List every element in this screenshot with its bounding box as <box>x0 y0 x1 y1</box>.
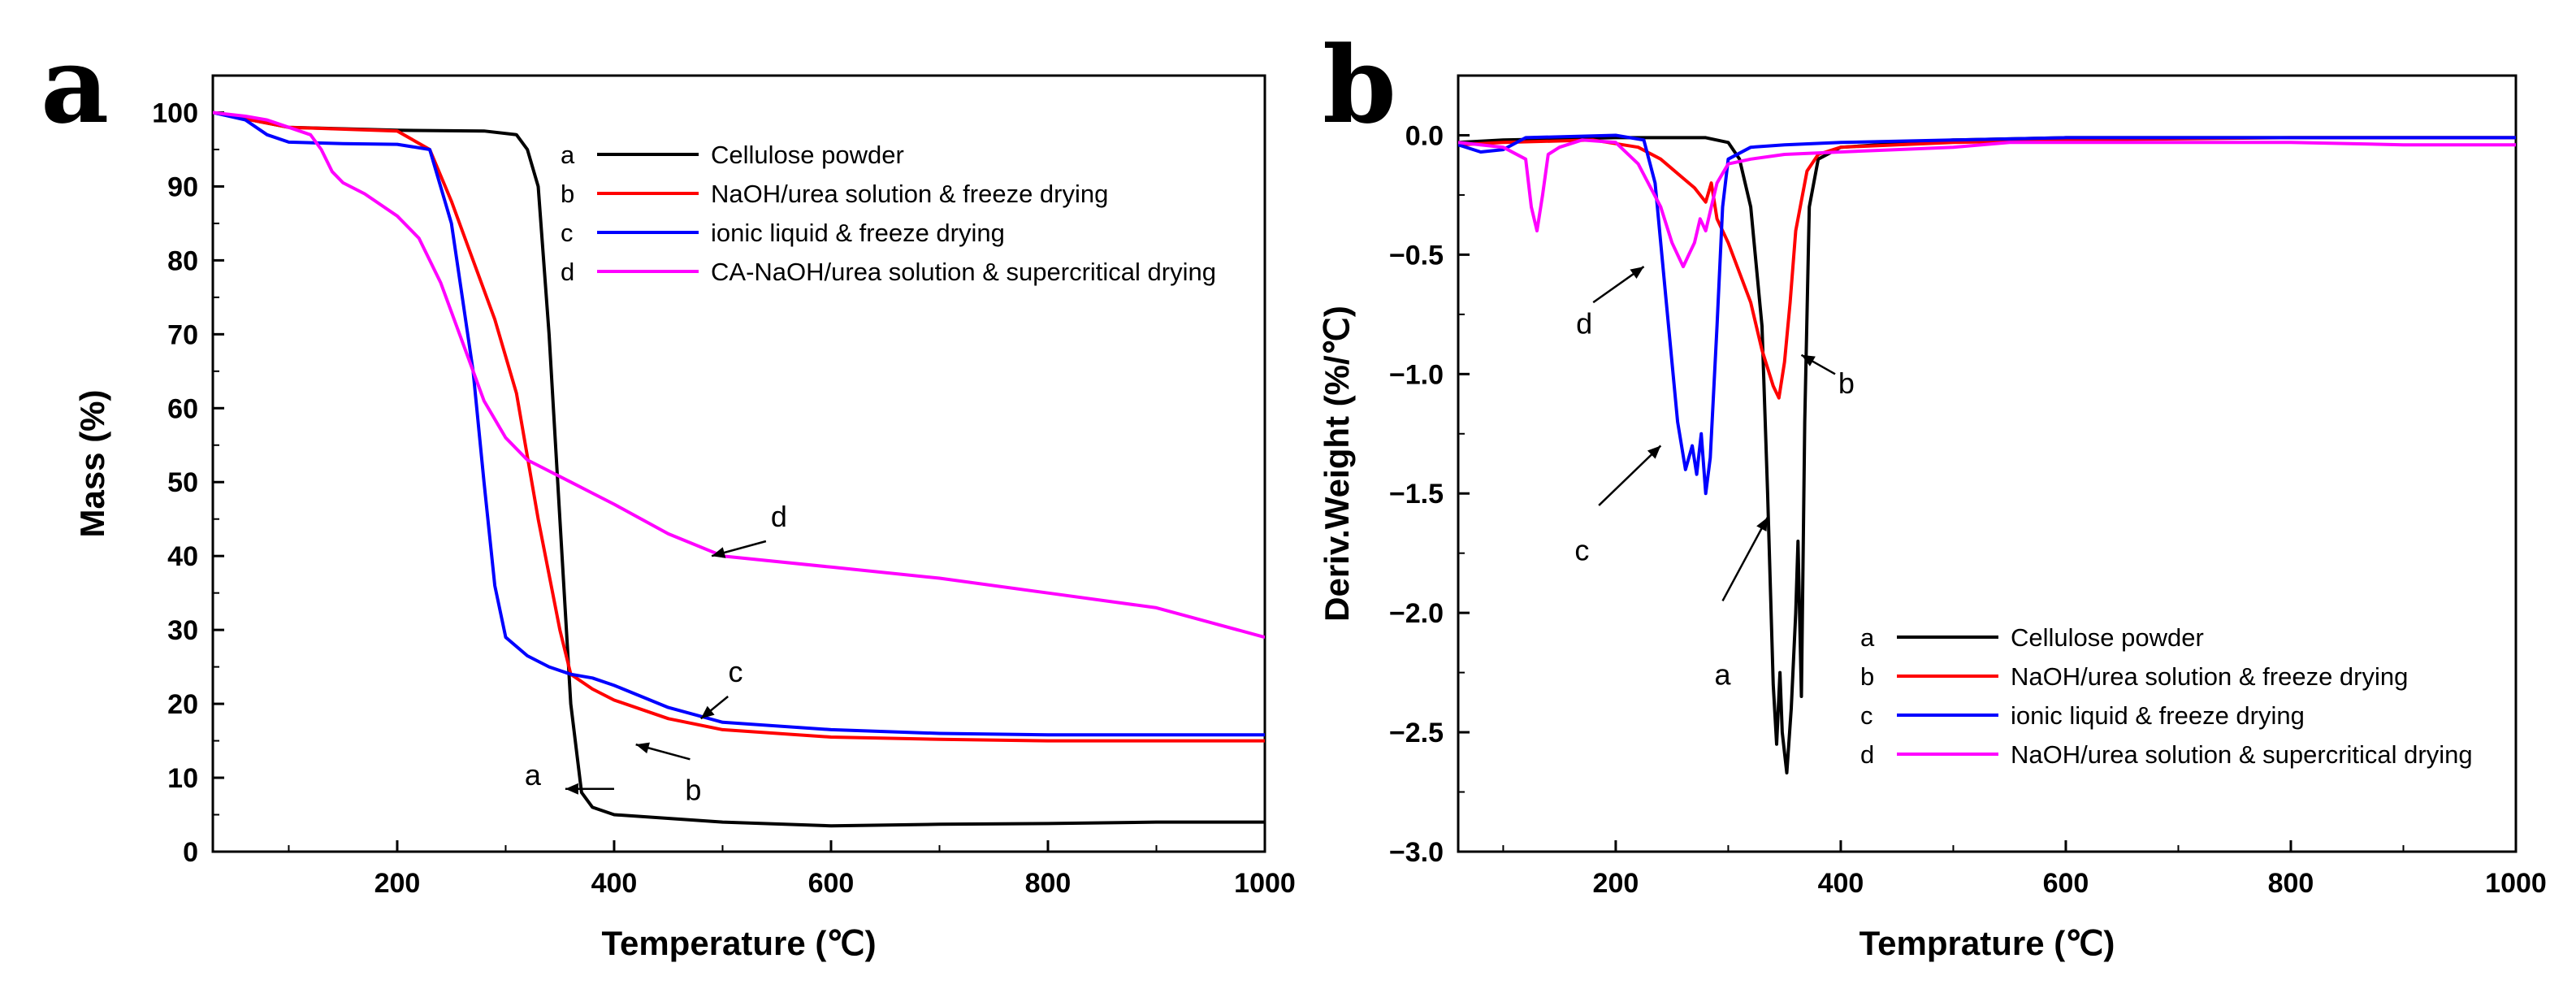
annotation-b-d: d <box>1576 306 1592 340</box>
annotation-arrowhead-b-c <box>1647 445 1661 459</box>
series-line-b-c <box>1458 133 2516 496</box>
x-axis-title-a: Temperature (℃) <box>601 924 876 962</box>
annotation-b-a: a <box>1714 657 1731 691</box>
annotation-arrowhead-b-a <box>1756 517 1768 532</box>
series-line-a-a <box>213 111 1265 828</box>
annotation-a-d: d <box>771 500 787 533</box>
annotation-b-b: b <box>1838 367 1855 400</box>
y-tick-label-a: 0 <box>183 837 198 868</box>
annotation-a-c: c <box>728 655 742 688</box>
legend-label-b-a: Cellulose powder <box>2011 623 2204 652</box>
legend-key-b-d: d <box>1860 740 1874 769</box>
series-line-a-d <box>213 111 1265 640</box>
legend-key-b-b: b <box>1860 662 1874 691</box>
y-tick-label-b: −0.5 <box>1389 240 1444 271</box>
y-tick-label-a: 40 <box>167 541 198 572</box>
y-tick-label-a: 10 <box>167 763 198 794</box>
y-tick-label-b: −3.0 <box>1389 837 1444 868</box>
annotation-arrow-b-a <box>1721 517 1769 602</box>
y-tick-label-b: 0.0 <box>1405 120 1444 151</box>
series-line-b-b <box>1458 136 2516 400</box>
y-tick-label-a: 60 <box>167 393 198 424</box>
y-tick-label-b: −1.0 <box>1389 359 1444 390</box>
x-axis-title-b: Temprature (℃) <box>1859 924 2115 962</box>
y-tick-label-a: 80 <box>167 245 198 276</box>
plot-frame-b <box>1457 74 2518 853</box>
legend-label-a-b: NaOH/urea solution & freeze drying <box>711 180 1108 208</box>
legend-key-b-c: c <box>1860 701 1873 730</box>
legend-label-a-d: CA-NaOH/urea solution & supercritical dr… <box>711 258 1216 286</box>
y-tick-label-a: 50 <box>167 467 198 498</box>
y-tick-label-b: −2.0 <box>1389 598 1444 629</box>
legend-key-a-b: b <box>561 180 574 208</box>
annotation-a-a: a <box>525 758 542 792</box>
plot-frame-a <box>211 74 1266 853</box>
x-tick-label-a: 1000 <box>1234 868 1296 899</box>
x-tick-label-b: 1000 <box>2485 868 2547 899</box>
legend-label-b-b: NaOH/urea solution & freeze drying <box>2011 662 2408 691</box>
legend-label-b-c: ionic liquid & freeze drying <box>2011 701 2305 730</box>
x-tick-label-a: 600 <box>808 868 855 899</box>
y-tick-label-b: −1.5 <box>1389 479 1444 510</box>
x-tick-label-b: 200 <box>1593 868 1639 899</box>
panel-letter-a: a <box>41 23 109 147</box>
y-tick-label-a: 100 <box>152 98 198 128</box>
annotation-arrowhead-b-b <box>1801 354 1816 367</box>
annotation-arrowhead-a-c <box>700 705 715 719</box>
y-tick-label-a: 20 <box>167 689 198 720</box>
y-axis-title-b: Deriv.Weight (%/℃) <box>1318 306 1356 622</box>
annotation-arrowhead-a-a <box>565 783 578 795</box>
legend-key-a-d: d <box>561 258 574 286</box>
x-tick-label-b: 400 <box>1818 868 1864 899</box>
panel-letter-b: b <box>1323 23 1396 147</box>
x-tick-label-b: 600 <box>2043 868 2089 899</box>
y-tick-label-a: 70 <box>167 319 198 350</box>
x-tick-label-a: 400 <box>591 868 638 899</box>
annotation-arrowhead-b-d <box>1630 267 1644 280</box>
legend-label-a-a: Cellulose powder <box>711 141 904 169</box>
legend-label-a-c: ionic liquid & freeze drying <box>711 219 1005 247</box>
legend-key-b-a: a <box>1860 623 1875 652</box>
annotation-arrowhead-a-b <box>635 742 650 754</box>
y-tick-label-b: −2.5 <box>1389 718 1444 748</box>
panel-b-chart: 200 400 600 800 1000 0.0 −0.5 −1.0 −1.5 −2.0 −2.5 −… <box>1318 74 2547 962</box>
x-tick-label-a: 800 <box>1025 868 1072 899</box>
panel-a-chart: 200 400 600 800 1000 0 10 20 30 40 50 60 70 80 90 100 Te… <box>73 74 1296 962</box>
y-axis-title-a: Mass (%) <box>73 389 111 537</box>
series-line-b-d <box>1458 138 2516 269</box>
series-line-a-c <box>213 111 1265 737</box>
legend-key-a-a: a <box>561 141 575 169</box>
x-tick-label-a: 200 <box>374 868 421 899</box>
annotation-a-b: b <box>685 773 701 806</box>
y-tick-label-a: 90 <box>167 171 198 202</box>
annotation-arrow-b-c <box>1598 445 1662 506</box>
x-tick-label-b: 800 <box>2268 868 2314 899</box>
legend-label-b-d: NaOH/urea solution & supercritical dryin… <box>2011 740 2473 769</box>
annotation-b-c: c <box>1574 534 1589 567</box>
y-tick-label-a: 30 <box>167 615 198 646</box>
annotation-arrowhead-a-d <box>712 547 726 558</box>
legend-key-a-c: c <box>561 219 574 247</box>
